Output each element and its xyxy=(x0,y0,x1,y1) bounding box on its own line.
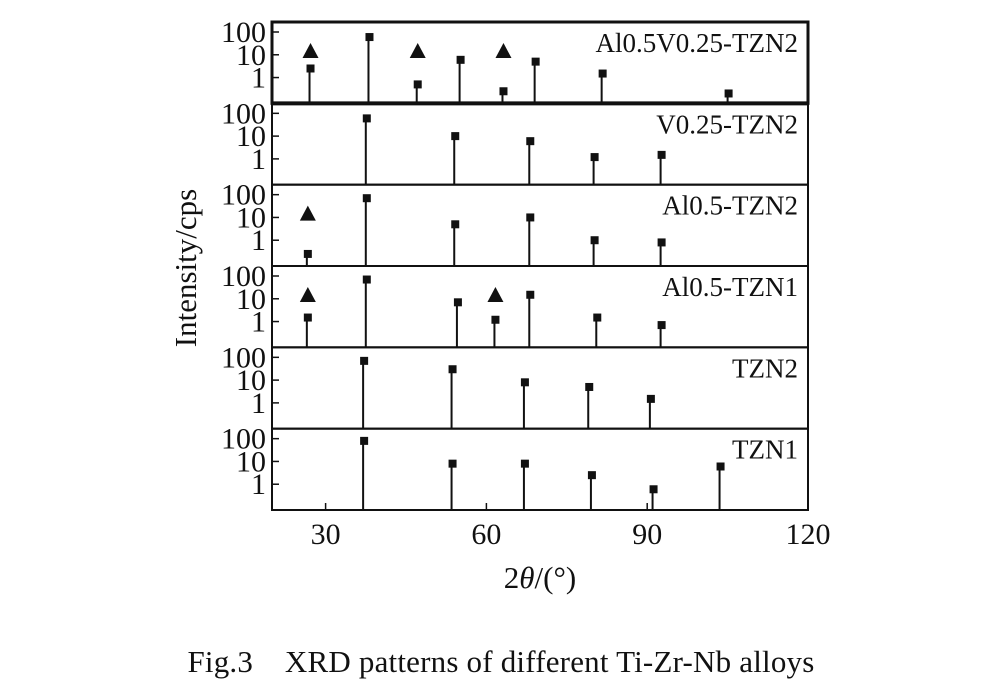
panel-label: Al0.5V0.25-TZN2 xyxy=(596,28,798,58)
x-tick-label: 120 xyxy=(786,518,831,551)
y-tick-label: 10 xyxy=(236,120,266,153)
peak-marker xyxy=(585,382,594,391)
peak-marker xyxy=(448,459,457,468)
peak-marker xyxy=(362,114,371,123)
peak-marker xyxy=(526,213,535,222)
axes-layer: Intensity/cps 2θ/(°) 30 60 90 120 xyxy=(168,189,831,595)
y-tick-label: 100 xyxy=(221,16,266,49)
x-tick-label: 60 xyxy=(471,518,501,551)
peak-marker xyxy=(520,459,529,468)
peak-marker xyxy=(724,89,733,98)
peak-marker xyxy=(491,315,500,324)
panel-label: TZN2 xyxy=(732,353,798,383)
y-tick-label: 100 xyxy=(221,341,266,374)
y-tick-label: 1 xyxy=(251,224,266,257)
phase-triangle xyxy=(299,205,316,221)
peak-marker xyxy=(306,64,315,73)
peak-marker xyxy=(657,238,666,247)
peak-marker xyxy=(303,313,312,322)
peak-marker xyxy=(413,80,422,89)
peak-marker xyxy=(499,87,508,96)
peak-marker xyxy=(362,194,371,203)
phase-triangle xyxy=(302,43,319,58)
peak-marker xyxy=(590,153,599,162)
peak-marker xyxy=(451,220,460,229)
y-tick-label: 10 xyxy=(236,283,266,316)
phase-triangle xyxy=(299,287,316,302)
y-tick-label: 10 xyxy=(236,364,266,397)
peak-marker xyxy=(453,298,462,307)
peak-marker xyxy=(360,356,369,365)
y-tick-label: 10 xyxy=(236,39,266,72)
y-tick-label: 1 xyxy=(251,387,266,420)
y-tick-label: 100 xyxy=(221,260,266,293)
peak-marker xyxy=(526,137,535,146)
peak-marker xyxy=(657,150,666,159)
peak-marker xyxy=(590,236,599,245)
peak-marker xyxy=(657,321,666,330)
peak-marker xyxy=(365,33,374,42)
x-tick-label: 30 xyxy=(311,518,341,551)
y-tick-label: 100 xyxy=(221,423,266,456)
peak-marker xyxy=(360,436,369,445)
figure-caption: Fig.3 XRD patterns of different Ti-Zr-Nb… xyxy=(187,644,815,679)
panel-frame xyxy=(271,427,809,511)
peak-marker xyxy=(456,55,465,64)
y-tick-label: 1 xyxy=(251,306,266,339)
peak-marker xyxy=(520,378,529,387)
y-axis-label: Intensity/cps xyxy=(168,189,203,347)
peak-marker xyxy=(598,69,607,78)
y-tick-label: 1 xyxy=(251,143,266,176)
x-tick-label: 90 xyxy=(632,518,662,551)
peak-marker xyxy=(448,365,457,374)
panel-label: V0.25-TZN2 xyxy=(656,109,798,139)
phase-triangle xyxy=(409,43,426,58)
peak-marker xyxy=(649,485,658,494)
peak-marker xyxy=(716,462,725,471)
peak-marker xyxy=(451,132,460,141)
x-axis-label-symbol: θ xyxy=(519,560,534,595)
panel-label: Al0.5-TZN1 xyxy=(662,272,798,302)
y-tick-label: 100 xyxy=(221,97,266,130)
x-axis-label: 2θ/(°) xyxy=(504,560,576,595)
panel-label: Al0.5-TZN2 xyxy=(662,191,798,221)
phase-triangle xyxy=(487,287,504,302)
phase-triangle xyxy=(495,43,512,58)
x-axis-label-suffix: /(°) xyxy=(535,560,577,595)
y-tick-label: 10 xyxy=(236,445,266,478)
peak-marker xyxy=(526,290,535,299)
panel-frame xyxy=(271,346,809,430)
y-tick-label: 10 xyxy=(236,201,266,234)
x-axis-label-prefix: 2 xyxy=(504,560,520,595)
peak-marker xyxy=(587,471,596,480)
peak-marker xyxy=(362,275,371,284)
peak-marker xyxy=(303,249,312,258)
peak-marker xyxy=(531,57,540,66)
y-tick-label: 1 xyxy=(251,468,266,501)
y-tick-label: 1 xyxy=(251,62,266,95)
panel-label: TZN1 xyxy=(732,435,798,465)
peak-marker xyxy=(646,394,655,403)
y-tick-label: 100 xyxy=(221,179,266,212)
peak-marker xyxy=(593,313,602,322)
